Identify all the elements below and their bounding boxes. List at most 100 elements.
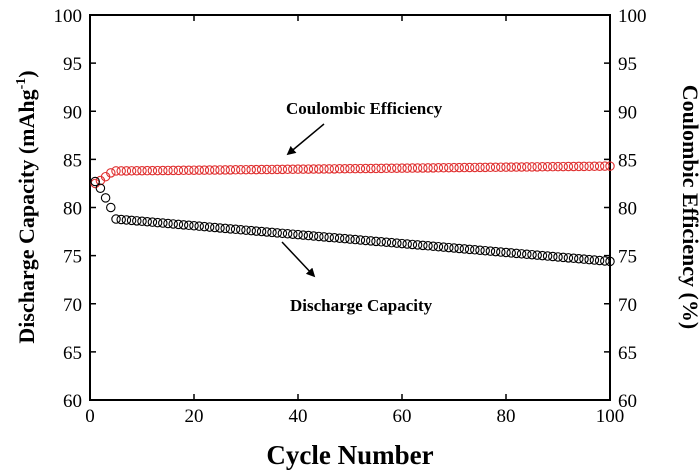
- capacity-point: [210, 222, 220, 233]
- capacity-point: [376, 237, 386, 247]
- efficiency-point: [542, 161, 553, 172]
- y-tick-label-left: 75: [63, 247, 82, 268]
- capacity-point: [584, 254, 594, 265]
- capacity-point: [412, 240, 423, 250]
- x-tick-label: 40: [289, 406, 308, 427]
- efficiency-point: [173, 165, 184, 176]
- efficiency-point: [220, 165, 230, 175]
- efficiency-point: [563, 161, 574, 172]
- capacity-point: [392, 238, 402, 248]
- efficiency-point: [111, 166, 121, 176]
- capacity-point: [314, 231, 324, 242]
- efficiency-point: [272, 164, 282, 175]
- efficiency-point: [428, 163, 438, 173]
- efficiency-point: [454, 162, 464, 173]
- efficiency-point: [485, 162, 496, 173]
- efficiency-point: [423, 163, 433, 173]
- capacity-point: [345, 234, 355, 244]
- capacity-point: [511, 248, 522, 259]
- capacity-point: [163, 218, 173, 229]
- capacity-point: [178, 220, 189, 230]
- efficiency-point: [267, 164, 277, 175]
- capacity-point: [298, 230, 308, 240]
- capacity-point: [324, 232, 334, 243]
- capacity-point: [199, 221, 210, 232]
- efficiency-point: [116, 166, 126, 176]
- capacity-point: [142, 216, 152, 227]
- annotation-arrow-coulombic-efficiency: [286, 123, 325, 156]
- capacity-point: [433, 241, 444, 252]
- efficiency-point: [251, 164, 262, 175]
- efficiency-point: [204, 165, 215, 175]
- efficiency-point: [210, 165, 220, 175]
- efficiency-point: [402, 163, 412, 173]
- y-axis-title-left-close: ): [14, 70, 39, 77]
- capacity-point: [444, 242, 454, 253]
- efficiency-point: [324, 164, 334, 174]
- efficiency-point: [537, 162, 548, 172]
- capacity-point: [100, 193, 111, 203]
- capacity-point: [293, 229, 303, 240]
- efficiency-point: [178, 165, 189, 176]
- efficiency-point: [464, 162, 475, 173]
- capacity-point: [527, 249, 537, 260]
- capacity-point: [548, 251, 558, 262]
- x-tick-label: 0: [85, 406, 95, 427]
- efficiency-point: [475, 162, 485, 173]
- efficiency-point: [412, 163, 423, 173]
- efficiency-point: [584, 161, 594, 172]
- capacity-point: [241, 225, 251, 235]
- efficiency-point: [449, 162, 459, 173]
- capacity-point: [184, 220, 194, 231]
- efficiency-point: [246, 164, 256, 175]
- efficiency-point: [381, 163, 392, 174]
- capacity-point: [553, 252, 563, 262]
- capacity-point: [371, 236, 381, 247]
- capacity-point: [470, 245, 480, 255]
- y-tick-label-right: 80: [618, 199, 637, 220]
- efficiency-point: [506, 162, 516, 172]
- capacity-point: [350, 234, 360, 245]
- efficiency-point: [142, 165, 152, 176]
- capacity-point: [230, 224, 241, 235]
- efficiency-point: [496, 162, 506, 172]
- capacity-point: [605, 256, 615, 267]
- capacity-point: [485, 246, 496, 256]
- efficiency-point: [293, 164, 303, 174]
- capacity-point: [95, 183, 106, 194]
- y-tick-label-left: 95: [63, 54, 82, 75]
- efficiency-point: [121, 166, 132, 176]
- efficiency-point: [256, 164, 267, 175]
- capacity-point: [516, 249, 527, 259]
- annotation-discharge-capacity: Discharge Capacity: [290, 296, 433, 315]
- capacity-point: [168, 219, 178, 229]
- efficiency-point: [511, 162, 522, 172]
- capacity-point: [579, 254, 589, 264]
- y-axis-title-left-main: Discharge Capacity (mAhg: [14, 89, 39, 343]
- capacity-point: [532, 250, 542, 260]
- efficiency-point: [132, 166, 142, 176]
- efficiency-point: [407, 163, 418, 173]
- efficiency-point: [459, 162, 470, 173]
- capacity-point: [194, 221, 204, 231]
- capacity-point: [459, 244, 470, 254]
- efficiency-point: [516, 162, 527, 172]
- capacity-point: [277, 228, 288, 239]
- capacity-point: [558, 252, 568, 263]
- capacity-point: [397, 238, 407, 249]
- efficiency-point: [199, 165, 210, 175]
- capacity-point: [381, 237, 392, 247]
- capacity-point: [496, 247, 506, 257]
- capacity-point: [329, 233, 340, 243]
- y-tick-label-right: 85: [618, 150, 637, 171]
- capacity-point: [537, 250, 548, 261]
- series-coulombic-efficiency: [90, 161, 615, 189]
- capacity-point: [251, 226, 262, 236]
- capacity-point: [501, 247, 511, 258]
- capacity-point: [407, 239, 418, 250]
- y-tick-label-right: 90: [618, 102, 637, 123]
- efficiency-point: [392, 163, 402, 173]
- capacity-point: [600, 256, 610, 266]
- x-tick-label: 20: [185, 406, 204, 427]
- efficiency-point: [262, 164, 272, 175]
